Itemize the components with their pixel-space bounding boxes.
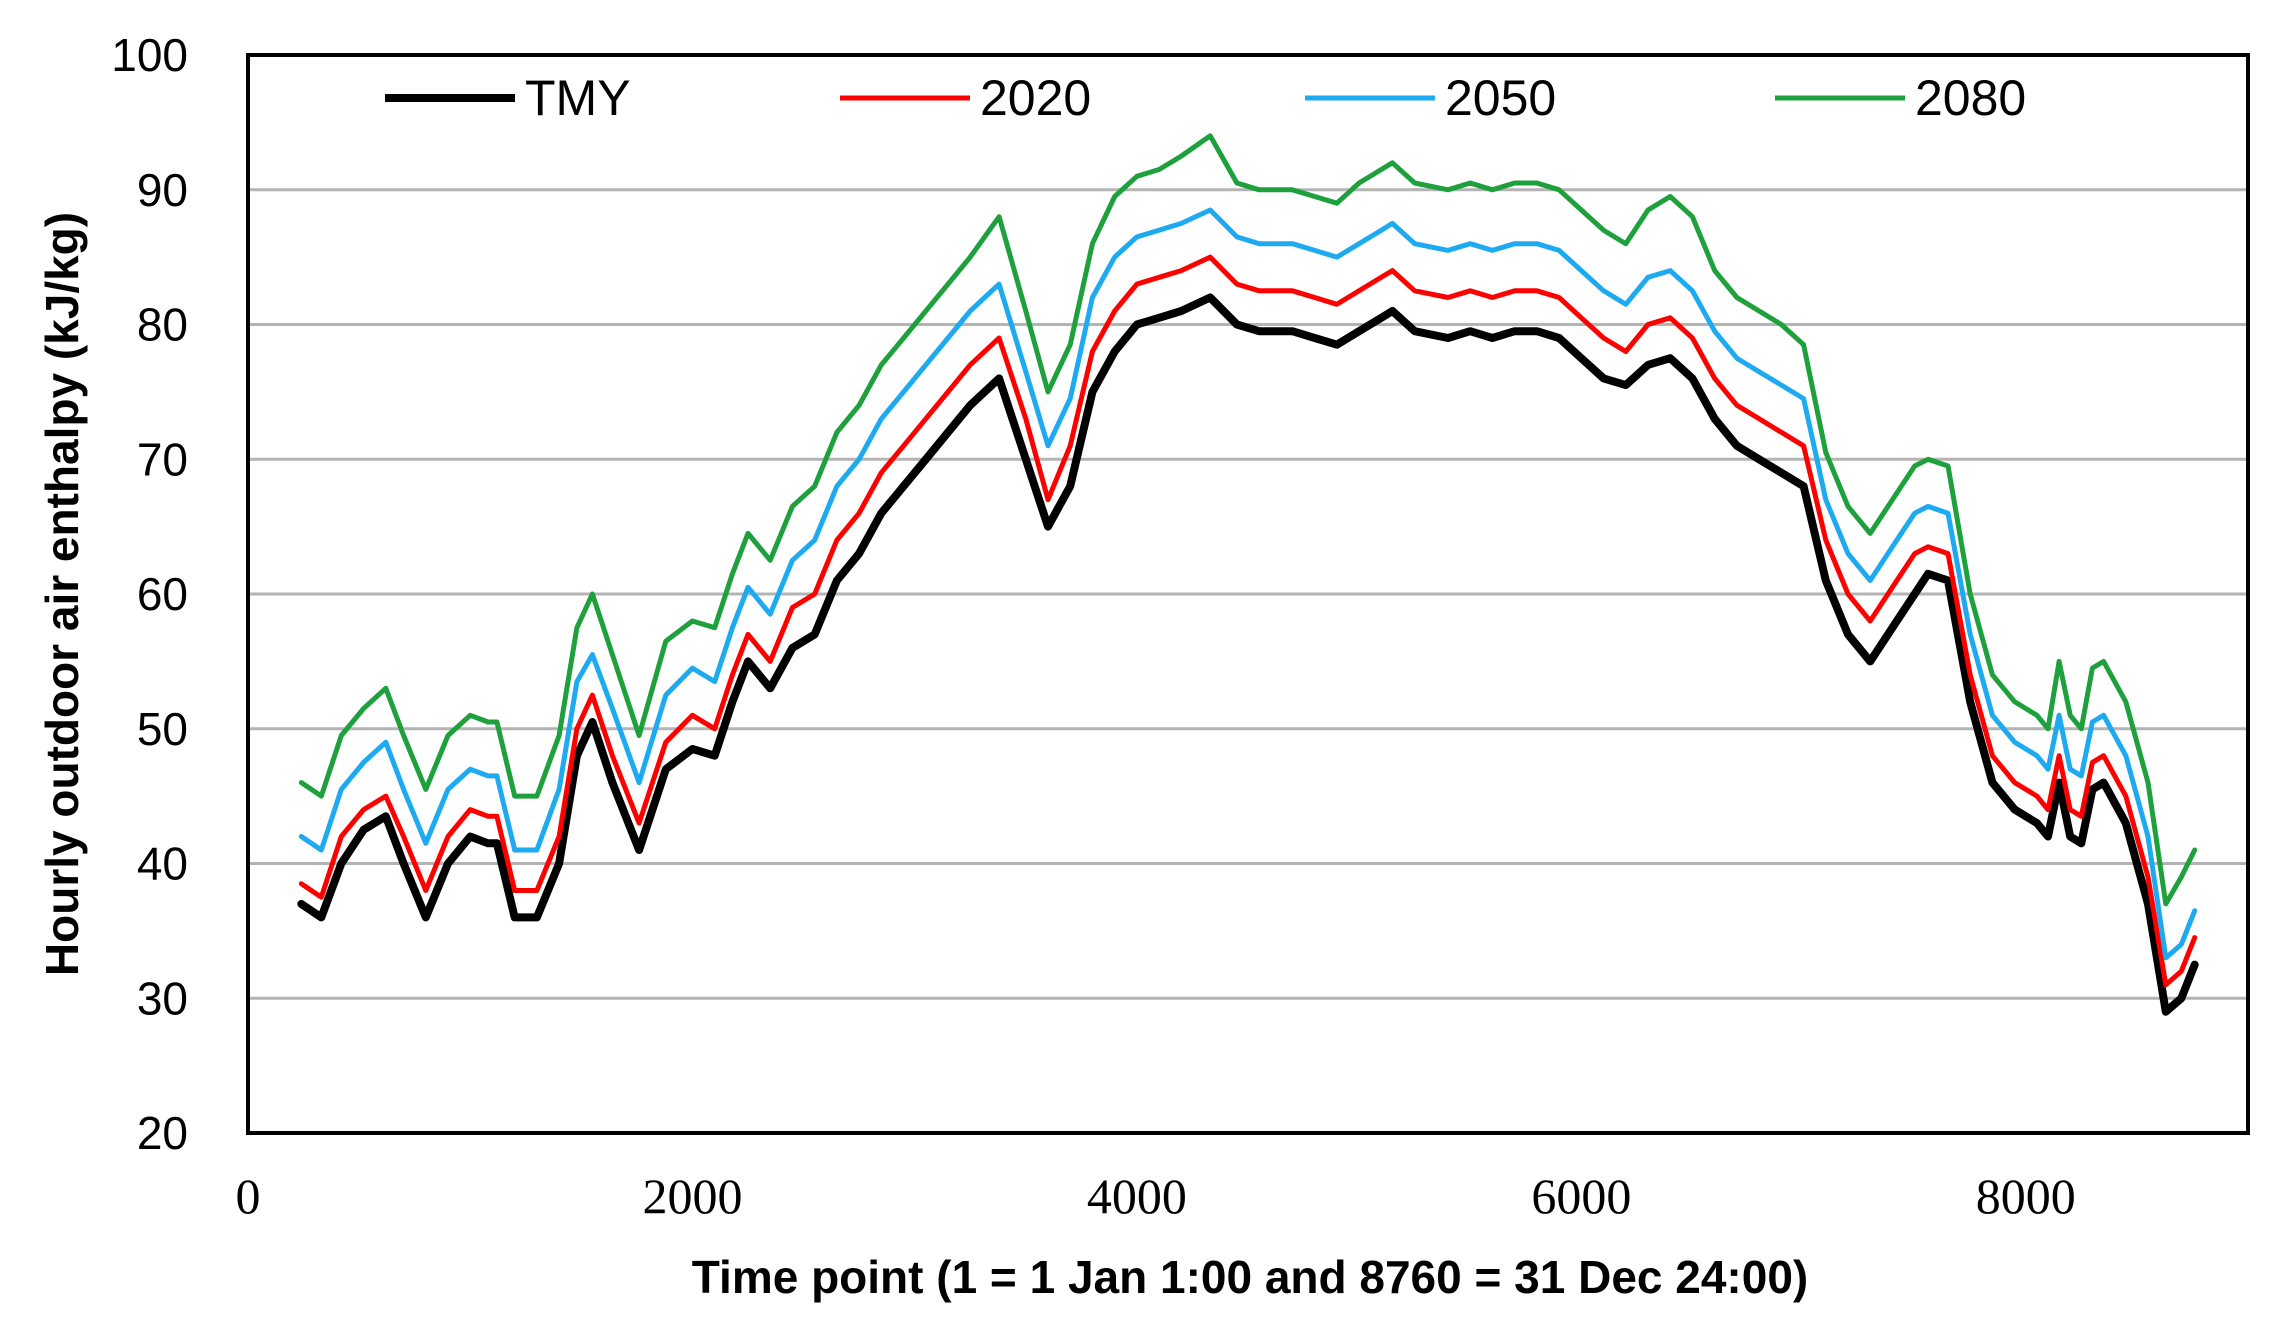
series-line-2020 [298,254,2198,988]
y-tick-label: 100 [111,29,188,81]
legend-label-2080: 2080 [1915,70,2026,126]
y-tick-label: 40 [137,838,188,890]
x-tick-labels: 0 2000 4000 6000 8000 [236,1168,2076,1224]
y-tick-label: 80 [137,299,188,351]
y-tick-label: 20 [137,1107,188,1159]
series-line-2050 [298,207,2198,961]
x-tick-label: 0 [236,1168,261,1224]
x-tick-label: 6000 [1531,1168,1631,1224]
y-tick-label: 90 [137,164,188,216]
x-tick-label: 2000 [642,1168,742,1224]
series-line-tmy [297,293,2199,1016]
y-tick-label: 70 [137,433,188,485]
y-tick-label: 50 [137,703,188,755]
x-tick-label: 8000 [1976,1168,2076,1224]
y-axis-title: Hourly outdoor air enthalpy (kJ/kg) [36,212,88,976]
legend-label-2050: 2050 [1445,70,1556,126]
plot-frame [246,53,2250,1135]
y-tick-labels: 20 30 40 50 60 70 80 90 100 [111,29,188,1159]
series-line-2080 [298,133,2198,907]
y-tick-label: 30 [137,972,188,1024]
x-tick-label: 4000 [1087,1168,1187,1224]
legend-label-tmy: TMY [525,70,631,126]
legend: TMY 2020 2050 2080 [385,70,2026,126]
legend-label-2020: 2020 [980,70,1091,126]
y-tick-label: 60 [137,568,188,620]
x-axis-title: Time point (1 = 1 Jan 1:00 and 8760 = 31… [692,1251,1808,1303]
series-lines [297,133,2199,1016]
